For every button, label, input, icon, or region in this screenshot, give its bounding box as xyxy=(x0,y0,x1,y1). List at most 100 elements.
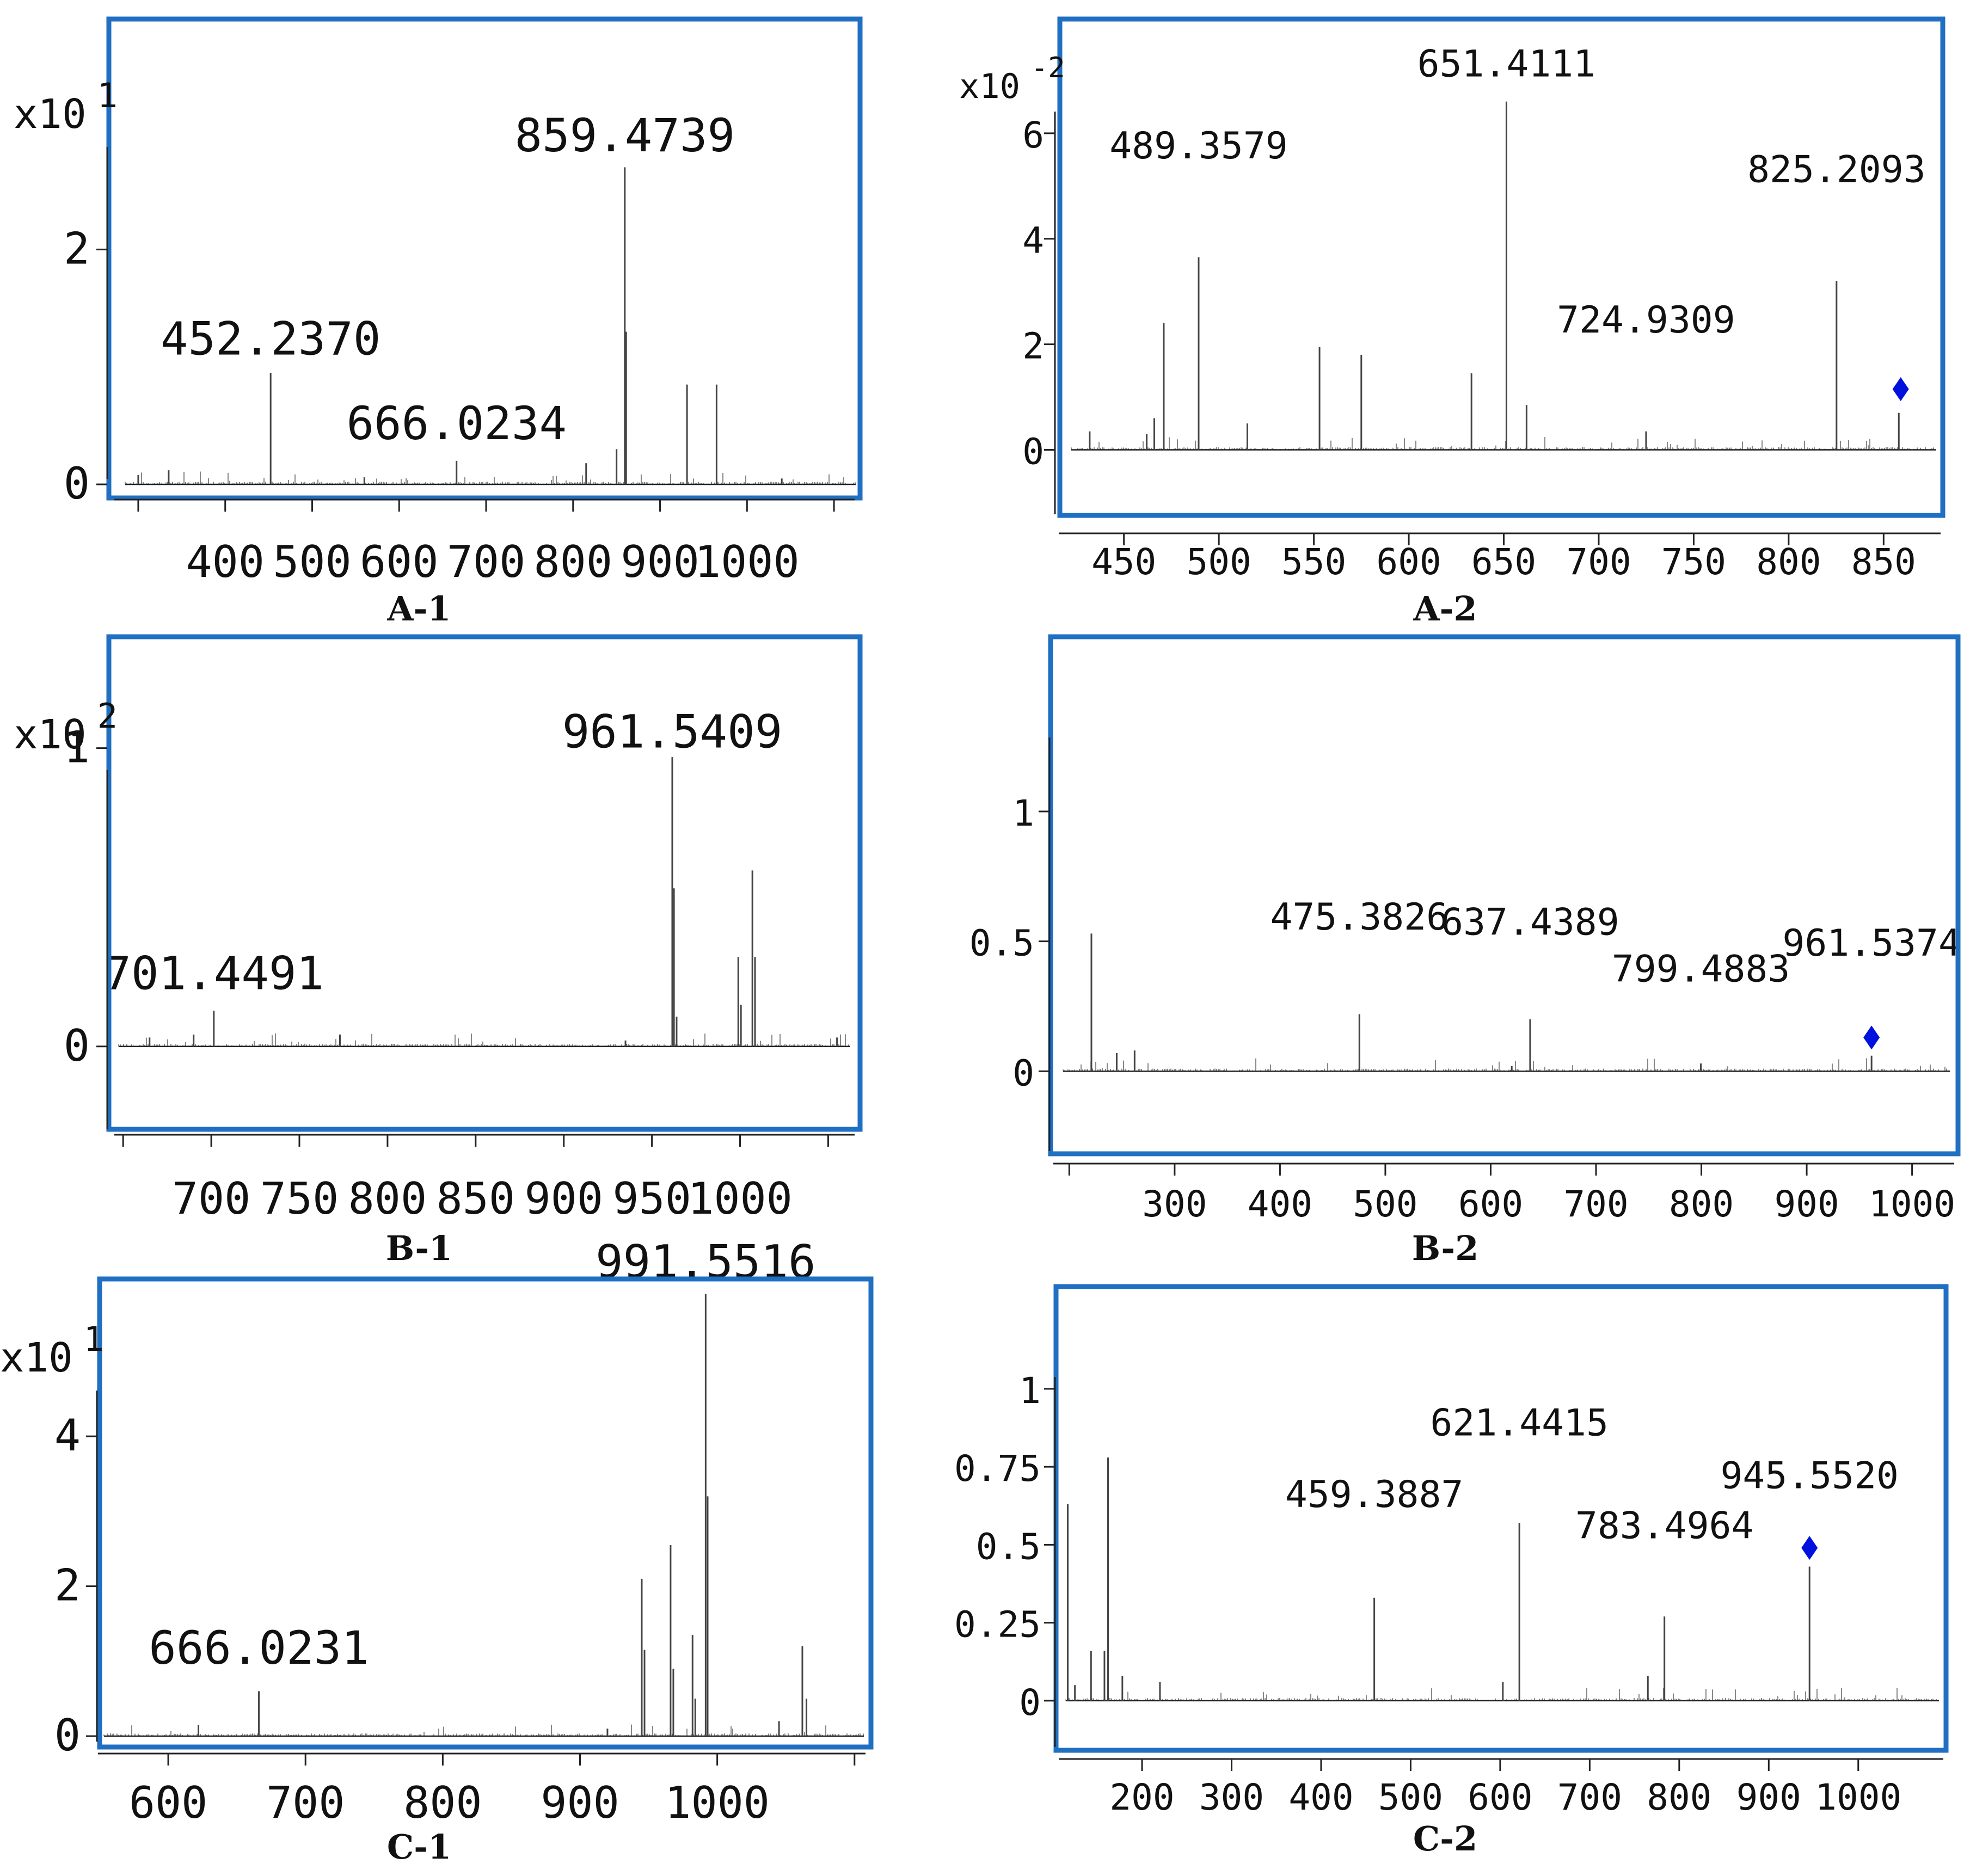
x-tick-label: 800 xyxy=(1669,1183,1734,1225)
panel-frame xyxy=(106,16,863,501)
x-tick-label: 450 xyxy=(1091,541,1156,583)
x-tick-label: 500 xyxy=(273,537,352,587)
y-tick-label: 0 xyxy=(54,1710,81,1761)
panel-label: A-1 xyxy=(387,589,451,629)
x-tick-label: 900 xyxy=(1736,1776,1801,1818)
spectrum-panel-c-2: 459.3887 621.4415 783.4964 945.5520 200 300 40… xyxy=(954,1284,1949,1859)
y-tick-label: 0 xyxy=(1019,1682,1041,1724)
panel-label: C-2 xyxy=(1413,1819,1477,1859)
peak-label: 637.4389 xyxy=(1441,901,1619,944)
peak-label: 945.5520 xyxy=(1720,1455,1899,1498)
precursor-marker xyxy=(1801,1536,1818,1560)
x-tick-label: 700 xyxy=(172,1173,251,1224)
x-tick-label: 400 xyxy=(1248,1183,1312,1225)
baseline-noise xyxy=(1065,1688,1938,1701)
panel-label: A-2 xyxy=(1413,589,1477,629)
x-tick-label: 200 xyxy=(1109,1776,1174,1818)
x-tick-label: 1000 xyxy=(695,537,800,587)
y-tick-label: 6 xyxy=(1022,114,1044,156)
y-tick-label: 0.5 xyxy=(969,922,1034,964)
y-tick-label: 0 xyxy=(1022,431,1044,473)
y-multiplier: x10 1 xyxy=(0,1319,104,1381)
peak-label: 666.0234 xyxy=(346,397,567,450)
y-tick-label: 1 xyxy=(1012,792,1034,834)
x-tick-label: 950 xyxy=(612,1173,691,1224)
peak-label: 666.0231 xyxy=(149,1621,369,1675)
x-tick-label: 900 xyxy=(541,1777,619,1828)
baseline-noise xyxy=(118,1033,849,1047)
y-multiplier: x10 1 xyxy=(14,76,118,138)
spectrum-panel-a-1: 452.2370 666.0234 859.4739 400 500 600 700 800 9… xyxy=(14,16,863,629)
x-tick-label: 400 xyxy=(1288,1776,1353,1818)
panel-label: B-1 xyxy=(386,1228,452,1268)
peak-label: 459.3887 xyxy=(1285,1473,1464,1516)
x-tick-label: 900 xyxy=(621,537,699,587)
x-tick-label: 600 xyxy=(1458,1183,1523,1225)
x-tick-label: 700 xyxy=(447,537,526,587)
x-tick-label: 850 xyxy=(1851,541,1916,583)
panel-frame xyxy=(106,634,863,1132)
y-tick-label: 1 xyxy=(64,722,90,773)
x-tick-label: 500 xyxy=(1187,541,1251,583)
peak-label: 651.4111 xyxy=(1417,43,1596,86)
x-tick-label: 800 xyxy=(348,1173,427,1224)
x-tick-label: 500 xyxy=(1353,1183,1417,1225)
y-tick-label: 0 xyxy=(64,1020,90,1071)
x-tick-label: 600 xyxy=(1468,1776,1532,1818)
peak-label: 859.4739 xyxy=(515,109,735,162)
peak-label: 701.4491 xyxy=(103,947,324,1000)
y-tick-label: 0 xyxy=(64,458,90,509)
x-tick-label: 800 xyxy=(1647,1776,1711,1818)
peak-label: 825.2093 xyxy=(1747,149,1926,192)
x-tick-label: 700 xyxy=(1557,1776,1622,1818)
x-tick-label: 700 xyxy=(1566,541,1631,583)
panel-frame xyxy=(97,1276,874,1750)
precursor-marker xyxy=(1863,1025,1880,1050)
panel-label: C-1 xyxy=(387,1827,451,1867)
baseline-noise xyxy=(125,471,856,484)
peak-label: 475.3826 xyxy=(1271,896,1449,939)
x-tick-label: 900 xyxy=(1774,1183,1839,1225)
panel-frame xyxy=(1053,1284,1949,1753)
panel-frame xyxy=(1057,16,1945,518)
y-tick-label: 2 xyxy=(64,223,90,274)
panel-frame xyxy=(1048,634,1961,1157)
x-tick-label: 1000 xyxy=(1815,1776,1901,1818)
baseline-noise xyxy=(103,1724,864,1736)
y-tick-label: 0.75 xyxy=(954,1448,1041,1490)
y-tick-label: 0.25 xyxy=(954,1604,1041,1646)
x-tick-label: 600 xyxy=(360,537,439,587)
x-tick-label: 700 xyxy=(1563,1183,1628,1225)
peak-label: 783.4964 xyxy=(1575,1504,1754,1547)
x-tick-label: 1000 xyxy=(665,1777,770,1828)
y-tick-label: 2 xyxy=(54,1560,81,1611)
x-tick-label: 600 xyxy=(1376,541,1441,583)
precursor-marker xyxy=(1892,377,1909,402)
x-tick-label: 900 xyxy=(524,1173,603,1224)
y-tick-label: 4 xyxy=(54,1410,81,1461)
x-tick-label: 800 xyxy=(403,1777,482,1828)
x-tick-label: 600 xyxy=(129,1777,208,1828)
x-tick-label: 1000 xyxy=(1869,1183,1955,1225)
x-tick-label: 650 xyxy=(1471,541,1536,583)
peak-label: 961.5409 xyxy=(562,705,783,759)
x-tick-label: 850 xyxy=(437,1173,515,1224)
y-tick-label: 4 xyxy=(1022,220,1044,262)
spectrum-panel-a-2: 489.3579 651.4111 724.9309 825.2093 450 500 55… xyxy=(959,16,1945,629)
x-tick-label: 1000 xyxy=(688,1173,793,1224)
peak-label: 961.5374 xyxy=(1782,922,1961,965)
x-tick-label: 500 xyxy=(1378,1776,1443,1818)
peak-label: 724.9309 xyxy=(1557,299,1735,342)
peak-label: 452.2370 xyxy=(161,312,381,365)
y-tick-label: 0.5 xyxy=(976,1526,1041,1567)
x-tick-label: 700 xyxy=(266,1777,345,1828)
x-tick-label: 300 xyxy=(1142,1183,1207,1225)
x-tick-label: 800 xyxy=(534,537,613,587)
x-tick-label: 750 xyxy=(1661,541,1726,583)
x-tick-label: 750 xyxy=(260,1173,339,1224)
x-tick-label: 400 xyxy=(186,537,265,587)
